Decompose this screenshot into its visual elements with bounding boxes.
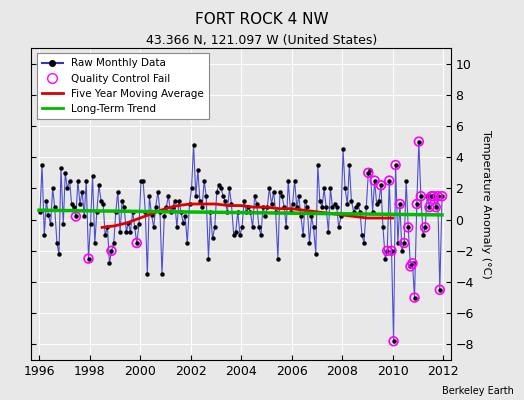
Point	[429, 193, 438, 199]
Point	[400, 240, 408, 246]
Point	[84, 255, 93, 262]
Point	[425, 204, 434, 210]
Point	[387, 248, 396, 254]
Point	[385, 178, 394, 184]
Point	[383, 248, 391, 254]
Point	[435, 286, 444, 293]
Text: Berkeley Earth: Berkeley Earth	[442, 386, 514, 396]
Point	[410, 294, 419, 301]
Point	[427, 193, 435, 199]
Point	[412, 201, 421, 207]
Point	[414, 138, 423, 145]
Point	[404, 224, 412, 230]
Text: FORT ROCK 4 NW: FORT ROCK 4 NW	[195, 12, 329, 27]
Point	[438, 193, 446, 199]
Point	[72, 213, 80, 220]
Legend: Raw Monthly Data, Quality Control Fail, Five Year Moving Average, Long-Term Tren: Raw Monthly Data, Quality Control Fail, …	[37, 53, 209, 119]
Point	[417, 193, 425, 199]
Point	[408, 260, 417, 266]
Text: 43.366 N, 121.097 W (United States): 43.366 N, 121.097 W (United States)	[146, 34, 378, 47]
Point	[107, 248, 116, 254]
Point	[364, 170, 373, 176]
Point	[389, 338, 398, 344]
Point	[406, 263, 414, 270]
Point	[432, 204, 440, 210]
Point	[377, 182, 385, 188]
Point	[396, 201, 404, 207]
Y-axis label: Temperature Anomaly (°C): Temperature Anomaly (°C)	[481, 130, 490, 278]
Point	[370, 178, 379, 184]
Point	[133, 240, 141, 246]
Point	[391, 162, 400, 168]
Point	[433, 193, 442, 199]
Point	[421, 224, 429, 230]
